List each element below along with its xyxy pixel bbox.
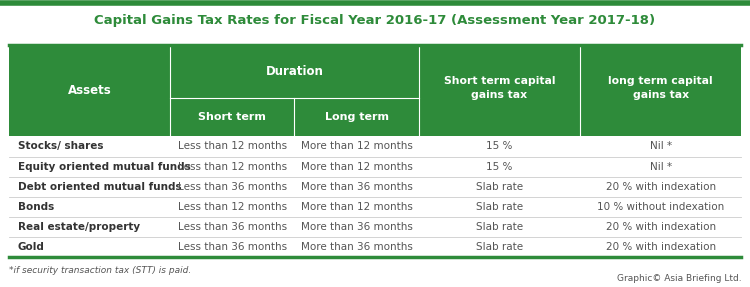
Text: Less than 12 months: Less than 12 months <box>178 141 286 152</box>
Text: Slab rate: Slab rate <box>476 222 523 232</box>
Text: Long term: Long term <box>325 112 388 122</box>
Text: Less than 36 months: Less than 36 months <box>178 222 286 232</box>
Text: More than 36 months: More than 36 months <box>301 222 412 232</box>
Text: Real estate/property: Real estate/property <box>18 222 140 232</box>
Bar <box>9 136 741 156</box>
Text: Slab rate: Slab rate <box>476 202 523 212</box>
Text: long term capital
gains tax: long term capital gains tax <box>608 76 713 100</box>
Text: 15 %: 15 % <box>486 162 513 172</box>
Text: Capital Gains Tax Rates for Fiscal Year 2016-17 (Assessment Year 2017-18): Capital Gains Tax Rates for Fiscal Year … <box>94 14 656 27</box>
Text: Short term capital
gains tax: Short term capital gains tax <box>444 76 555 100</box>
Text: Gold: Gold <box>18 242 45 252</box>
Text: 20 % with indexation: 20 % with indexation <box>605 182 715 192</box>
Text: 10 % without indexation: 10 % without indexation <box>597 202 724 212</box>
Text: Assets: Assets <box>68 84 111 97</box>
Bar <box>9 237 741 257</box>
Bar <box>9 98 741 136</box>
Text: Less than 12 months: Less than 12 months <box>178 202 286 212</box>
Text: Less than 36 months: Less than 36 months <box>178 182 286 192</box>
Text: More than 12 months: More than 12 months <box>301 141 412 152</box>
Bar <box>9 197 741 217</box>
Bar <box>9 156 741 177</box>
Text: 15 %: 15 % <box>486 141 513 152</box>
Text: 20 % with indexation: 20 % with indexation <box>605 242 715 252</box>
Bar <box>9 217 741 237</box>
Text: Slab rate: Slab rate <box>476 242 523 252</box>
Text: More than 36 months: More than 36 months <box>301 242 412 252</box>
Text: Less than 36 months: Less than 36 months <box>178 242 286 252</box>
Bar <box>9 177 741 197</box>
Text: More than 12 months: More than 12 months <box>301 162 412 172</box>
Text: Graphic© Asia Briefing Ltd.: Graphic© Asia Briefing Ltd. <box>616 274 741 283</box>
Text: Equity oriented mutual funds: Equity oriented mutual funds <box>18 162 190 172</box>
Bar <box>9 45 741 98</box>
Text: More than 36 months: More than 36 months <box>301 182 412 192</box>
Text: More than 12 months: More than 12 months <box>301 202 412 212</box>
Text: *if security transaction tax (STT) is paid.: *if security transaction tax (STT) is pa… <box>9 266 191 275</box>
Text: Bonds: Bonds <box>18 202 54 212</box>
Text: Stocks/ shares: Stocks/ shares <box>18 141 104 152</box>
Text: Nil *: Nil * <box>650 162 672 172</box>
Text: Less than 12 months: Less than 12 months <box>178 162 286 172</box>
Text: Short term: Short term <box>198 112 266 122</box>
Text: 20 % with indexation: 20 % with indexation <box>605 222 715 232</box>
Text: Nil *: Nil * <box>650 141 672 152</box>
Text: Slab rate: Slab rate <box>476 182 523 192</box>
Text: Duration: Duration <box>266 65 323 78</box>
Text: Debt oriented mutual funds: Debt oriented mutual funds <box>18 182 182 192</box>
